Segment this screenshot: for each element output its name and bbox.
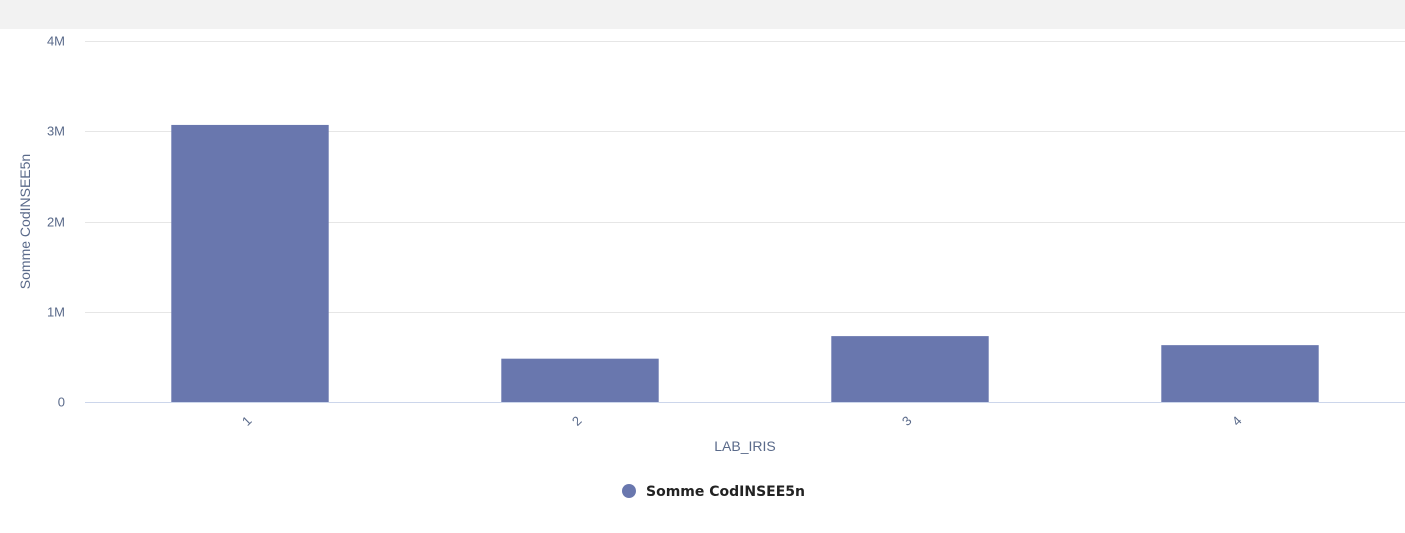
x-tick-label: 2 [569, 413, 585, 429]
bar[interactable] [1161, 345, 1319, 402]
y-tick-label: 4M [47, 34, 65, 49]
y-tick-label: 0 [58, 395, 65, 410]
y-axis-ticks: 0 1M 2M 3M 4M [47, 34, 65, 410]
x-tick-label: 3 [899, 413, 915, 429]
bar[interactable] [501, 358, 659, 402]
x-axis-title: LAB_IRIS [714, 438, 775, 454]
legend-marker-icon [622, 484, 636, 498]
y-tick-label: 3M [47, 124, 65, 139]
legend[interactable]: Somme CodINSEE5n [622, 484, 805, 500]
top-toolbar-strip [0, 0, 1405, 29]
legend-label: Somme CodINSEE5n [646, 484, 805, 500]
y-axis-title: Somme CodINSEE5n [17, 154, 33, 289]
bars [171, 124, 1319, 403]
y-tick-label: 1M [47, 305, 65, 320]
bar[interactable] [171, 124, 329, 403]
bar[interactable] [831, 336, 989, 402]
y-tick-label: 2M [47, 215, 65, 230]
x-tick-label: 4 [1229, 413, 1245, 429]
x-tick-label: 1 [239, 413, 255, 429]
x-axis-ticks: 1 2 3 4 [239, 413, 1245, 429]
